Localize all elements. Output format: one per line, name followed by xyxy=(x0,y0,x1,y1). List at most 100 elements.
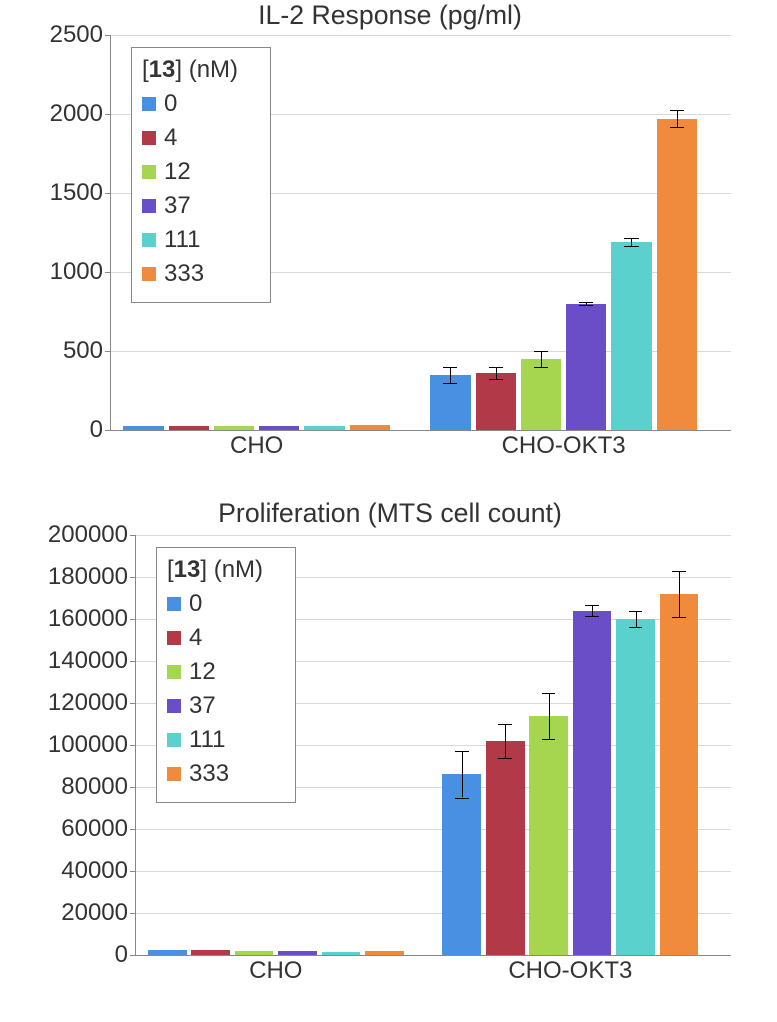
bar xyxy=(304,426,344,430)
legend-swatch xyxy=(142,199,156,213)
error-bar xyxy=(679,571,680,617)
bar xyxy=(123,426,163,430)
plot-area: 0200004000060000800001000001200001400001… xyxy=(135,535,731,956)
legend-item: 37 xyxy=(167,692,285,720)
x-category-label: CHO xyxy=(230,432,283,460)
legend-item: 37 xyxy=(142,192,260,220)
bar xyxy=(214,426,254,430)
error-bar-cap xyxy=(534,351,548,352)
ytick-label: 0 xyxy=(115,941,136,969)
legend-item: 12 xyxy=(167,658,285,686)
x-category-label: CHO-OKT3 xyxy=(508,957,632,985)
legend-swatch xyxy=(142,267,156,281)
legend-item: 333 xyxy=(142,260,260,288)
error-bar-cap xyxy=(498,724,512,725)
ytick-label: 80000 xyxy=(61,773,136,801)
error-bar-cap xyxy=(443,383,457,384)
error-bar-cap xyxy=(670,110,684,111)
legend-title: [13] (nM) xyxy=(167,556,285,584)
x-category-label: CHO-OKT3 xyxy=(502,432,626,460)
bar xyxy=(235,951,274,955)
error-bar xyxy=(541,351,542,367)
legend-title-prefix: [ xyxy=(167,556,174,583)
error-bar-cap xyxy=(542,693,556,694)
legend-item: 4 xyxy=(167,624,285,652)
legend-item-label: 4 xyxy=(164,124,177,152)
error-bar-cap xyxy=(489,367,503,368)
ytick-label: 120000 xyxy=(48,689,136,717)
ytick-label: 1000 xyxy=(50,258,111,286)
legend-item-label: 4 xyxy=(189,624,202,652)
ytick-label: 40000 xyxy=(61,857,136,885)
legend: [13] (nM)041237111333 xyxy=(131,47,271,303)
legend-title: [13] (nM) xyxy=(142,56,260,84)
x-category-label: CHO xyxy=(249,957,302,985)
error-bar xyxy=(677,110,678,127)
ytick-label: 0 xyxy=(90,416,111,444)
error-bar-cap xyxy=(629,611,643,612)
bar xyxy=(148,950,187,955)
gridline xyxy=(136,535,731,536)
error-bar-cap xyxy=(542,739,556,740)
legend-item: 0 xyxy=(142,90,260,118)
ytick-label: 200000 xyxy=(48,521,136,549)
legend-item-label: 333 xyxy=(189,760,229,788)
bar xyxy=(529,716,568,955)
error-bar xyxy=(592,605,593,616)
error-bar xyxy=(505,724,506,758)
legend-item-label: 37 xyxy=(164,192,191,220)
error-bar-cap xyxy=(585,616,599,617)
ytick-label: 140000 xyxy=(48,647,136,675)
ytick-label: 60000 xyxy=(61,815,136,843)
legend-item-label: 37 xyxy=(189,692,216,720)
legend-swatch xyxy=(142,165,156,179)
legend-item-label: 111 xyxy=(189,726,225,754)
bar xyxy=(322,952,361,955)
ytick-label: 2000 xyxy=(50,100,111,128)
error-bar-cap xyxy=(629,627,643,628)
error-bar xyxy=(636,611,637,628)
error-bar-cap xyxy=(455,751,469,752)
ytick-label: 20000 xyxy=(61,899,136,927)
bar xyxy=(611,242,651,430)
legend: [13] (nM) 0 4 12 37 111 333 xyxy=(156,547,296,803)
error-bar-cap xyxy=(624,238,638,239)
bar xyxy=(573,611,612,955)
error-bar-cap xyxy=(534,367,548,368)
chart-title: IL-2 Response (pg/ml) xyxy=(40,0,740,31)
ytick-label: 1500 xyxy=(50,179,111,207)
page-root: IL-2 Response (pg/ml)0500100015002000250… xyxy=(0,0,777,1022)
error-bar-cap xyxy=(443,367,457,368)
legend-title-suffix: ] (nM) xyxy=(200,556,263,583)
legend-swatch xyxy=(142,97,156,111)
legend-title-prefix: [ xyxy=(142,56,149,83)
legend-swatch xyxy=(142,131,156,145)
legend-title-suffix: ] (nM) xyxy=(175,56,238,83)
error-bar-cap xyxy=(585,605,599,606)
gridline xyxy=(111,35,731,36)
legend-item-label: 0 xyxy=(189,590,202,618)
legend-swatch xyxy=(167,665,181,679)
legend-swatch xyxy=(167,699,181,713)
bar xyxy=(660,594,699,955)
ytick-label: 180000 xyxy=(48,563,136,591)
error-bar-cap xyxy=(670,127,684,128)
legend-title-bold: 13 xyxy=(149,56,176,83)
legend-swatch xyxy=(167,733,181,747)
error-bar xyxy=(450,367,451,383)
bar xyxy=(476,373,516,430)
bar xyxy=(191,950,230,955)
legend-swatch xyxy=(167,631,181,645)
legend-swatch xyxy=(142,233,156,247)
error-bar-cap xyxy=(672,571,686,572)
error-bar-cap xyxy=(579,305,593,306)
ytick-label: 160000 xyxy=(48,605,136,633)
bar xyxy=(566,304,606,430)
legend-swatch xyxy=(167,597,181,611)
bar xyxy=(486,741,525,955)
legend-item: 111 xyxy=(167,726,285,754)
legend-item-label: 333 xyxy=(164,260,204,288)
chart-proliferation: Proliferation (MTS cell count)0200004000… xyxy=(40,490,740,1000)
error-bar xyxy=(462,751,463,797)
bar xyxy=(365,951,404,955)
